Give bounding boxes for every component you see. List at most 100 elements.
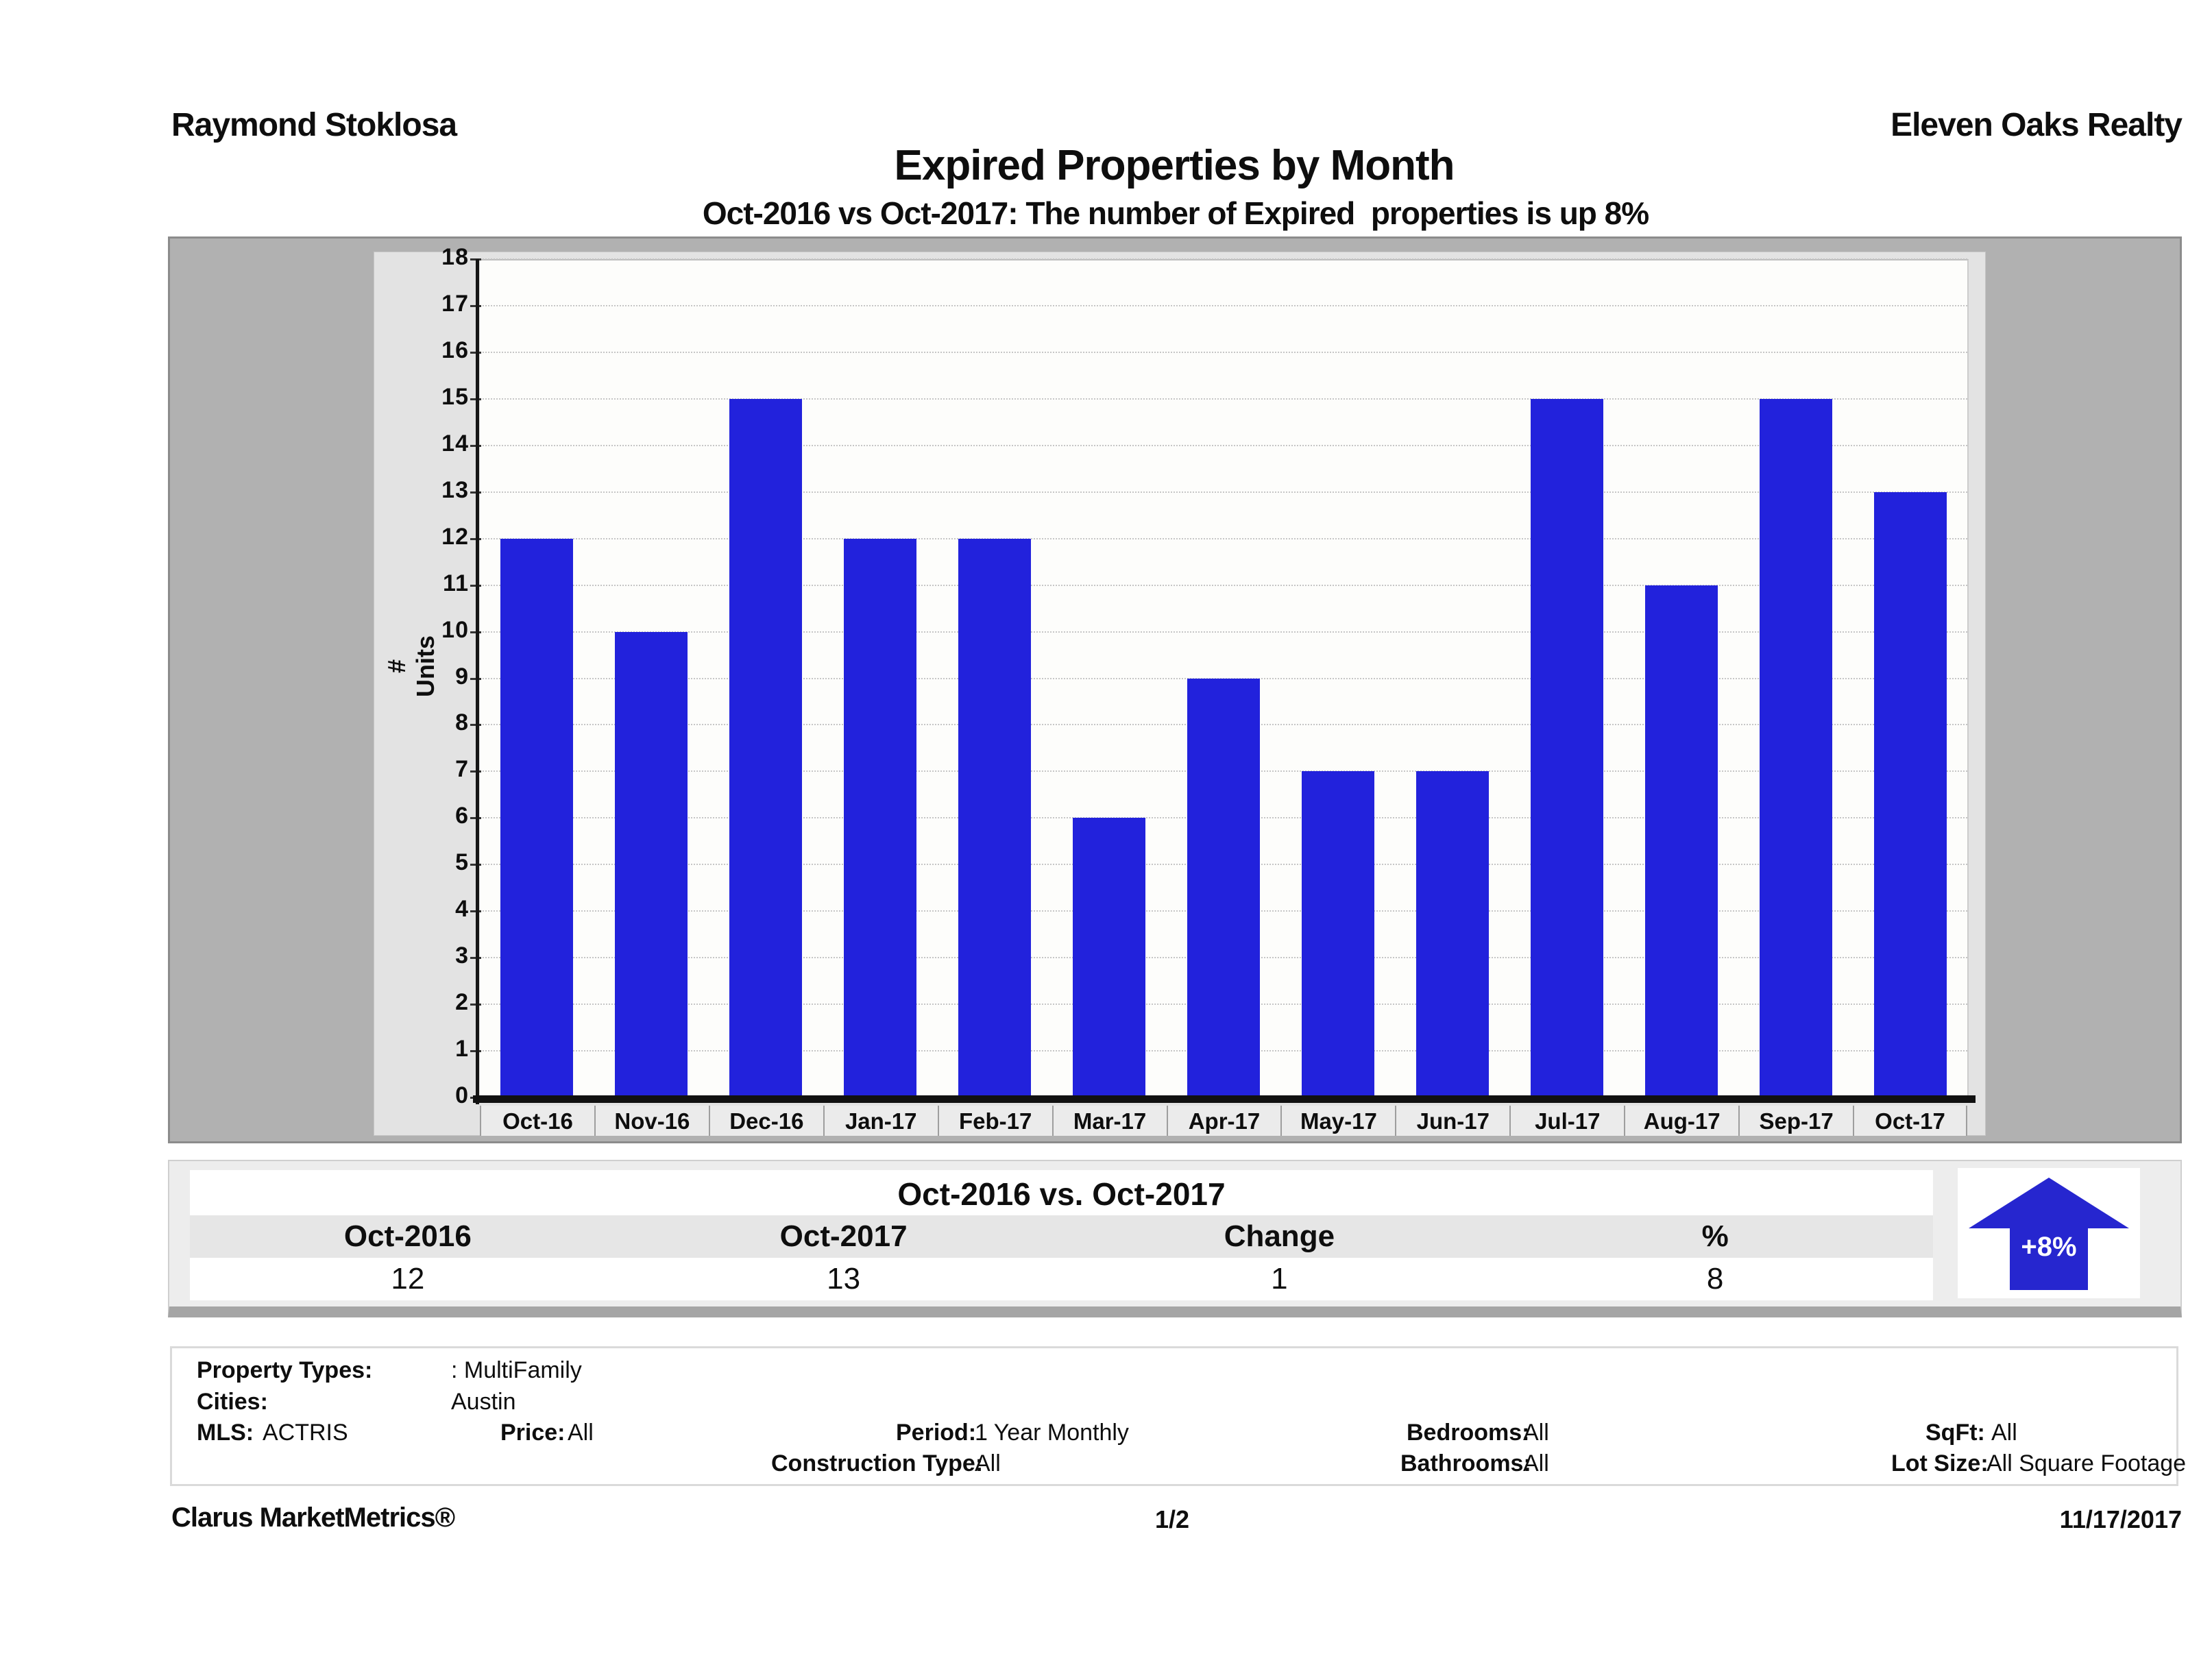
summary-col-header: Change bbox=[1224, 1219, 1335, 1253]
up-arrow-icon: +8% bbox=[1969, 1178, 2129, 1290]
y-tick-label: 8 bbox=[455, 709, 469, 736]
change-badge: +8% bbox=[1958, 1168, 2140, 1298]
bar bbox=[729, 398, 803, 1097]
x-tick-label: Oct-16 bbox=[480, 1106, 594, 1136]
y-tick-label: 3 bbox=[455, 943, 469, 969]
bar bbox=[1073, 818, 1146, 1097]
y-tick-label: 18 bbox=[441, 244, 469, 270]
summary-table-header-row: Oct-2016 Oct-2017 Change % bbox=[190, 1215, 1933, 1258]
x-tick-label: Nov-16 bbox=[594, 1106, 709, 1136]
summary-col-header: Oct-2017 bbox=[779, 1219, 908, 1253]
y-tick-label: 9 bbox=[455, 663, 469, 690]
gridline bbox=[480, 444, 1967, 446]
bar bbox=[1187, 678, 1260, 1097]
summary-value: 1 bbox=[1271, 1262, 1288, 1296]
company-name: Eleven Oaks Realty bbox=[1891, 107, 2183, 143]
x-tick-label: Jan-17 bbox=[823, 1106, 938, 1136]
mls-value: ACTRIS bbox=[263, 1420, 348, 1446]
x-axis-line bbox=[473, 1095, 1976, 1103]
price-label: Price: bbox=[500, 1420, 566, 1446]
bar bbox=[500, 538, 574, 1097]
y-tick-label: 5 bbox=[455, 849, 469, 876]
summary-value: 8 bbox=[1706, 1262, 1724, 1296]
lot-size-value: All Square Footage bbox=[1986, 1450, 2187, 1476]
sqft-value: All bbox=[1991, 1420, 2017, 1446]
gridline bbox=[480, 491, 1967, 493]
bar bbox=[1530, 398, 1603, 1097]
change-badge-label: +8% bbox=[2021, 1232, 2076, 1262]
bathrooms-value: All bbox=[1523, 1450, 1549, 1476]
x-tick-label: Oct-17 bbox=[1853, 1106, 1967, 1136]
bathrooms-label: Bathrooms: bbox=[1400, 1450, 1531, 1476]
summary-table-title: Oct-2016 vs. Oct-2017 bbox=[897, 1176, 1226, 1212]
gridline bbox=[480, 584, 1967, 586]
bar bbox=[1873, 491, 1947, 1097]
sqft-label: SqFt: bbox=[1925, 1420, 1985, 1446]
bar bbox=[1301, 771, 1374, 1097]
summary-table: Oct-2016 vs. Oct-2017 Oct-2016 Oct-2017 … bbox=[190, 1170, 1933, 1300]
y-tick-label: 2 bbox=[455, 989, 469, 1016]
bedrooms-label: Bedrooms: bbox=[1407, 1420, 1530, 1446]
period-value: 1 Year Monthly bbox=[975, 1420, 1129, 1446]
price-value: All bbox=[568, 1420, 594, 1446]
x-tick-label: Aug-17 bbox=[1624, 1106, 1739, 1136]
mls-label: MLS: bbox=[197, 1420, 254, 1446]
page-subtitle: Oct-2016 vs Oct-2017: The number of Expi… bbox=[702, 195, 1649, 231]
summary-value: 13 bbox=[827, 1262, 861, 1296]
bedrooms-value: All bbox=[1523, 1420, 1549, 1446]
page-number: 1/2 bbox=[1154, 1505, 1190, 1533]
period-label: Period: bbox=[896, 1420, 977, 1446]
bar bbox=[615, 631, 688, 1097]
x-tick-label: May-17 bbox=[1280, 1106, 1396, 1136]
cities-value: Austin bbox=[451, 1389, 516, 1415]
y-tick-label: 1 bbox=[455, 1036, 469, 1062]
gridline bbox=[480, 258, 1967, 260]
product-brand: Clarus MarketMetrics® bbox=[171, 1503, 455, 1533]
summary-col-header: % bbox=[1701, 1219, 1729, 1253]
gridline bbox=[480, 631, 1967, 633]
construction-type-label: Construction Type: bbox=[771, 1450, 984, 1476]
y-tick-label: 10 bbox=[441, 616, 469, 643]
construction-type-value: All bbox=[975, 1450, 1001, 1476]
agent-name: Raymond Stoklosa bbox=[171, 107, 457, 143]
cities-label: Cities: bbox=[197, 1389, 268, 1415]
x-tick-label: Apr-17 bbox=[1166, 1106, 1281, 1136]
y-tick-label: 0 bbox=[455, 1082, 469, 1108]
bar bbox=[958, 538, 1032, 1097]
x-tick-label: Jul-17 bbox=[1509, 1106, 1625, 1136]
y-tick-label: 13 bbox=[441, 476, 469, 503]
y-tick-label: 15 bbox=[441, 383, 469, 410]
y-tick-label: 11 bbox=[443, 570, 469, 596]
y-tick-label: 16 bbox=[441, 337, 469, 363]
x-tick-label: Mar-17 bbox=[1052, 1106, 1167, 1136]
y-tick-label: 17 bbox=[441, 290, 469, 317]
lot-size-label: Lot Size: bbox=[1891, 1450, 1989, 1476]
summary-table-value-row: 12 13 1 8 bbox=[190, 1258, 1933, 1300]
gridline bbox=[480, 398, 1967, 400]
gridline bbox=[480, 304, 1967, 306]
bar bbox=[1759, 398, 1832, 1097]
y-tick-label: 6 bbox=[455, 803, 469, 829]
filter-criteria-box bbox=[170, 1346, 2178, 1486]
report-date: 11/17/2017 bbox=[2059, 1505, 2182, 1533]
summary-value: 12 bbox=[391, 1262, 425, 1296]
x-tick-label: Jun-17 bbox=[1395, 1106, 1510, 1136]
y-tick-label: 14 bbox=[441, 430, 469, 457]
property-types-label: Property Types: bbox=[197, 1357, 373, 1383]
bar bbox=[1415, 771, 1489, 1097]
y-tick-label: 12 bbox=[441, 523, 469, 550]
x-tick-label: Dec-16 bbox=[708, 1106, 823, 1136]
bar bbox=[1644, 585, 1718, 1097]
page-title: Expired Properties by Month bbox=[894, 142, 1455, 189]
gridline bbox=[480, 351, 1967, 353]
x-tick-label: Feb-17 bbox=[937, 1106, 1052, 1136]
y-axis-line bbox=[476, 259, 479, 1104]
property-types-value: : MultiFamily bbox=[451, 1357, 582, 1383]
summary-col-header: Oct-2016 bbox=[343, 1219, 472, 1253]
bar bbox=[844, 538, 917, 1097]
y-tick-label: 4 bbox=[455, 896, 469, 923]
x-tick-label: Sep-17 bbox=[1738, 1106, 1854, 1136]
y-tick-label: 7 bbox=[455, 756, 469, 783]
gridline bbox=[480, 537, 1967, 539]
